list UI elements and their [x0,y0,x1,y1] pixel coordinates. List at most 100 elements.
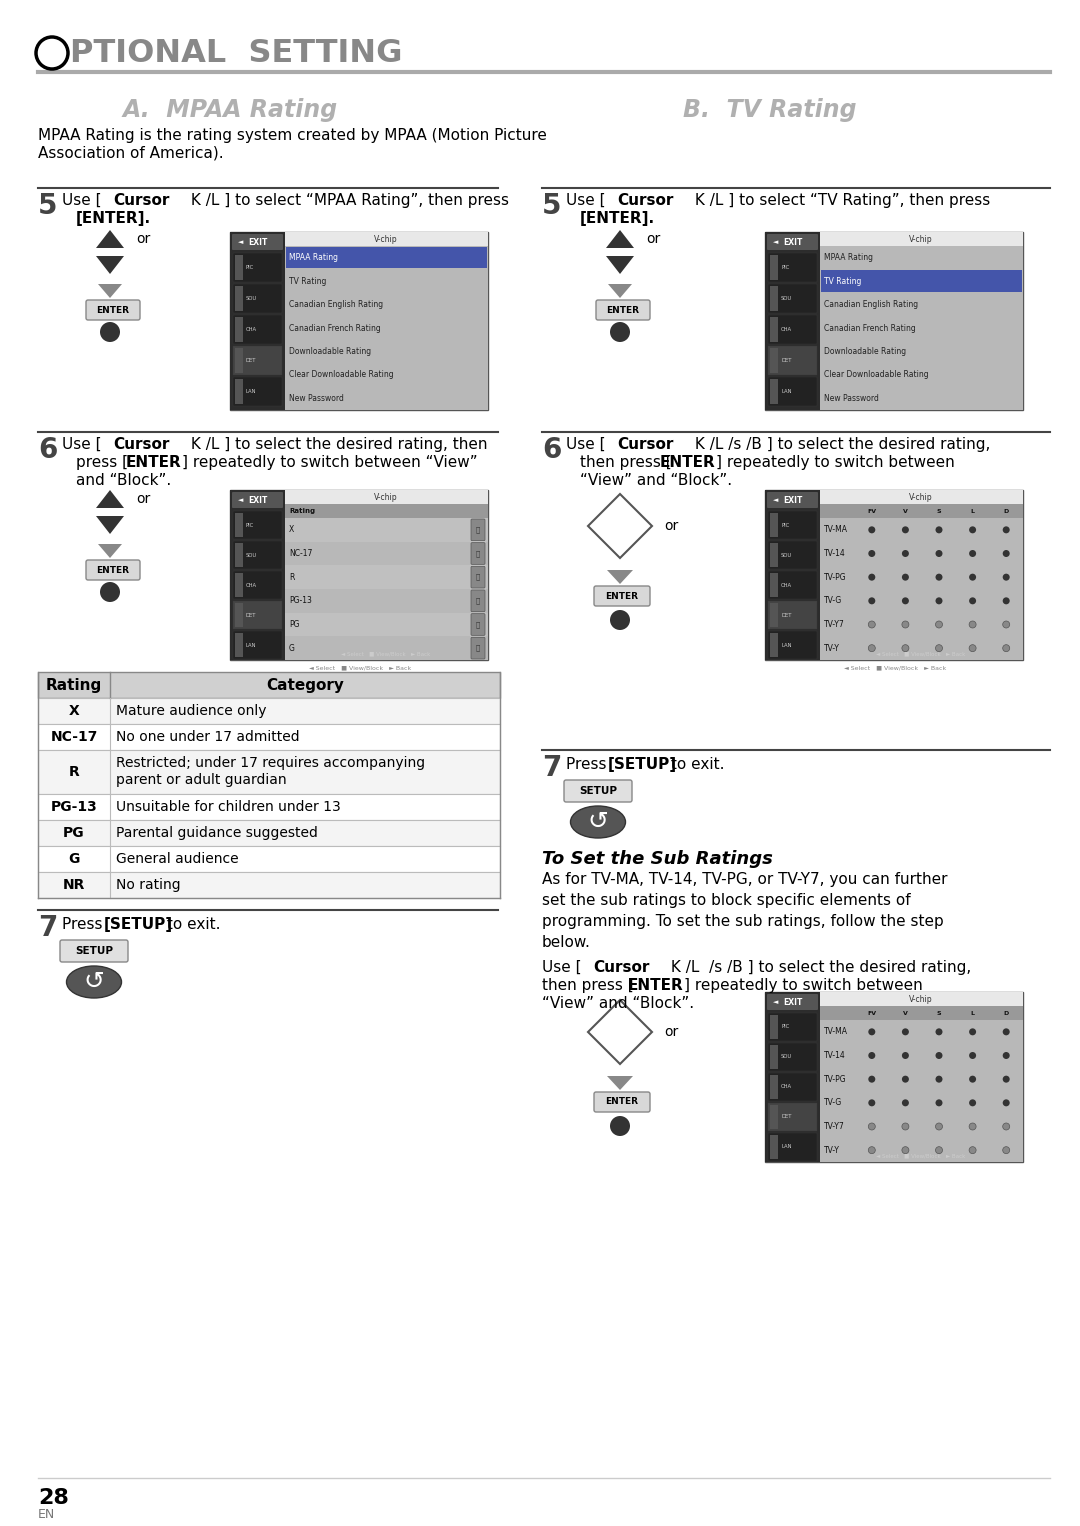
Text: PIC: PIC [781,1024,789,1030]
Polygon shape [588,1000,652,1064]
FancyBboxPatch shape [820,504,1023,661]
Circle shape [1002,1146,1010,1154]
Circle shape [1002,1029,1010,1035]
Polygon shape [96,490,124,508]
FancyBboxPatch shape [471,566,485,588]
Polygon shape [606,256,634,275]
Circle shape [868,574,875,581]
Text: X: X [289,525,294,534]
FancyBboxPatch shape [820,504,1023,517]
Text: ] repeatedly to switch between: ] repeatedly to switch between [716,455,955,470]
Text: or: or [136,491,150,507]
FancyBboxPatch shape [471,543,485,565]
FancyBboxPatch shape [38,794,500,819]
Circle shape [868,1051,875,1059]
Text: A.  MPAA Rating: A. MPAA Rating [122,98,338,122]
Text: ENTER: ENTER [606,1097,638,1106]
FancyBboxPatch shape [770,378,778,404]
Text: TV-Y: TV-Y [824,1146,840,1155]
FancyBboxPatch shape [767,233,818,250]
Circle shape [868,1099,875,1106]
Text: V-chip: V-chip [909,235,933,244]
Text: LAN: LAN [246,389,257,394]
Circle shape [902,1076,909,1082]
Polygon shape [98,543,122,559]
Text: CHA: CHA [246,327,257,331]
Text: ◄ Select   ■ View/Block   ► Back: ◄ Select ■ View/Block ► Back [876,1154,966,1158]
Text: TV-PG: TV-PG [824,1074,847,1083]
Text: DET: DET [781,357,792,363]
FancyBboxPatch shape [768,571,816,600]
Text: or: or [646,232,660,246]
Text: or: or [664,519,678,533]
Circle shape [902,1029,909,1035]
Text: TV Rating: TV Rating [824,276,862,285]
Text: ] repeatedly to switch between: ] repeatedly to switch between [684,978,922,993]
Text: V: V [903,1010,908,1015]
Text: V-chip: V-chip [909,493,933,502]
FancyBboxPatch shape [770,633,778,658]
FancyBboxPatch shape [768,630,816,659]
Text: ◄: ◄ [773,240,779,246]
FancyBboxPatch shape [765,992,1023,1161]
Polygon shape [606,230,634,249]
FancyBboxPatch shape [770,603,778,627]
Text: TV-14: TV-14 [824,549,846,559]
FancyBboxPatch shape [765,232,1023,410]
Text: EXIT: EXIT [783,998,802,1007]
FancyBboxPatch shape [471,613,485,635]
Text: X: X [69,703,79,719]
Circle shape [969,574,976,581]
FancyBboxPatch shape [235,543,243,568]
FancyBboxPatch shape [594,586,650,606]
Text: TV Rating: TV Rating [289,276,326,285]
Text: Clear Downloadable Rating: Clear Downloadable Rating [289,371,393,380]
Text: Canadian French Rating: Canadian French Rating [289,324,381,333]
FancyBboxPatch shape [768,511,816,539]
FancyBboxPatch shape [230,490,285,661]
FancyBboxPatch shape [38,671,500,697]
FancyBboxPatch shape [38,723,500,749]
Text: S: S [936,1010,942,1015]
Text: TV-PG: TV-PG [824,572,847,581]
Text: To Set the Sub Ratings: To Set the Sub Ratings [542,850,773,868]
FancyBboxPatch shape [86,301,140,320]
FancyBboxPatch shape [235,603,243,627]
Circle shape [868,1146,875,1154]
Text: then press [: then press [ [542,978,634,993]
FancyBboxPatch shape [235,513,243,537]
Circle shape [935,1099,943,1106]
Polygon shape [607,571,633,584]
Circle shape [935,644,943,652]
FancyBboxPatch shape [765,992,820,1161]
FancyBboxPatch shape [233,346,282,375]
FancyBboxPatch shape [767,491,818,508]
FancyBboxPatch shape [471,591,485,612]
FancyBboxPatch shape [286,247,487,269]
Text: ENTER: ENTER [96,305,130,314]
Circle shape [1002,1076,1010,1082]
FancyBboxPatch shape [768,253,816,282]
Text: Canadian French Rating: Canadian French Rating [824,324,916,333]
Text: EXIT: EXIT [783,496,802,505]
FancyBboxPatch shape [820,1006,1023,1019]
Text: G: G [289,644,295,653]
Text: ENTER: ENTER [607,305,639,314]
Text: K /L  /s /B ] to select the desired rating,: K /L /s /B ] to select the desired ratin… [666,960,971,975]
Text: NC-17: NC-17 [289,549,312,559]
Circle shape [1002,574,1010,581]
Text: TV-G: TV-G [824,597,842,606]
FancyBboxPatch shape [86,560,140,580]
FancyBboxPatch shape [770,1105,778,1129]
Text: B.  TV Rating: B. TV Rating [684,98,856,122]
Circle shape [902,1051,909,1059]
Text: Unsuitable for children under 13: Unsuitable for children under 13 [116,800,341,813]
Circle shape [902,1146,909,1154]
Text: ENTER: ENTER [660,455,716,470]
Text: ◄ Select   ■ View/Block   ► Back: ◄ Select ■ View/Block ► Back [309,665,411,670]
Text: EN: EN [38,1508,55,1521]
Text: ◄ Select   ■ View/Block   ► Back: ◄ Select ■ View/Block ► Back [843,665,946,670]
Circle shape [1002,549,1010,557]
Circle shape [868,597,875,604]
FancyBboxPatch shape [770,1135,778,1160]
